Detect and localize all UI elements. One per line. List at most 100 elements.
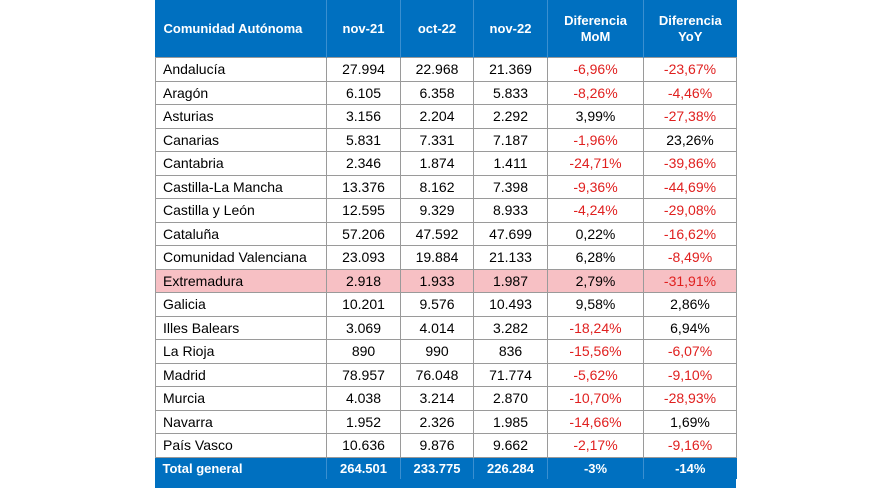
cell-oct22: 4.014 bbox=[400, 315, 474, 340]
cell-nov22: 3.282 bbox=[473, 315, 548, 340]
cell-region: Canarias bbox=[155, 127, 327, 152]
cell-diff-mom: 9,58% bbox=[547, 292, 644, 317]
cell-diff-mom: -6,96% bbox=[547, 57, 644, 82]
cell-oct22: 990 bbox=[400, 339, 474, 364]
cell-oct22: 7.331 bbox=[400, 127, 474, 152]
cell-nov21: 2.346 bbox=[326, 151, 401, 176]
cell-nov21: 3.069 bbox=[326, 315, 401, 340]
cell-nov22: 1.987 bbox=[473, 268, 548, 293]
cell-nov22: 7.398 bbox=[473, 174, 548, 199]
table-row: Asturias 3.156 2.204 2.292 3,99% -27,38% bbox=[155, 104, 737, 129]
cell-diff-yoy: 23,26% bbox=[643, 127, 737, 152]
cell-diff-yoy: -44,69% bbox=[643, 174, 737, 199]
cell-nov22: 836 bbox=[473, 339, 548, 364]
header-row: Comunidad Autónoma nov-21 oct-22 nov-22 … bbox=[155, 0, 737, 58]
table-row: Madrid 78.957 76.048 71.774 -5,62% -9,10% bbox=[155, 362, 737, 387]
cell-diff-mom: 3,99% bbox=[547, 104, 644, 129]
cell-diff-mom: 2,79% bbox=[547, 268, 644, 293]
cell-diff-mom: -9,36% bbox=[547, 174, 644, 199]
table-row: Murcia 4.038 3.214 2.870 -10,70% -28,93% bbox=[155, 386, 737, 411]
total-label: Total general bbox=[155, 457, 327, 479]
cell-diff-mom: -5,62% bbox=[547, 362, 644, 387]
total-row: Total general 264.501 233.775 226.284 -3… bbox=[155, 457, 737, 479]
data-table-container: Comunidad Autónoma nov-21 oct-22 nov-22 … bbox=[155, 0, 737, 488]
cell-diff-yoy: -6,07% bbox=[643, 339, 737, 364]
cell-oct22: 9.876 bbox=[400, 433, 474, 458]
cell-diff-mom: -14,66% bbox=[547, 409, 644, 434]
cell-diff-yoy: -29,08% bbox=[643, 198, 737, 223]
cell-region: Extremadura bbox=[155, 268, 327, 293]
cell-nov22: 47.699 bbox=[473, 221, 548, 246]
cell-diff-mom: -2,17% bbox=[547, 433, 644, 458]
cell-oct22: 8.162 bbox=[400, 174, 474, 199]
cell-diff-mom: -24,71% bbox=[547, 151, 644, 176]
cell-nov22: 2.870 bbox=[473, 386, 548, 411]
total-oct22: 233.775 bbox=[400, 457, 474, 479]
table-header: Comunidad Autónoma nov-21 oct-22 nov-22 … bbox=[155, 0, 737, 58]
cell-diff-yoy: -9,10% bbox=[643, 362, 737, 387]
cell-region: Madrid bbox=[155, 362, 327, 387]
header-region: Comunidad Autónoma bbox=[155, 0, 327, 58]
cell-region: Andalucía bbox=[155, 57, 327, 82]
table-row: Canarias 5.831 7.331 7.187 -1,96% 23,26% bbox=[155, 127, 737, 152]
cell-oct22: 1.933 bbox=[400, 268, 474, 293]
cell-nov22: 9.662 bbox=[473, 433, 548, 458]
table-row: Cantabria 2.346 1.874 1.411 -24,71% -39,86% bbox=[155, 151, 737, 176]
total-nov22: 226.284 bbox=[473, 457, 548, 479]
cell-diff-yoy: -4,46% bbox=[643, 80, 737, 105]
cell-diff-mom: -8,26% bbox=[547, 80, 644, 105]
header-diff-yoy: Diferencia YoY bbox=[643, 0, 737, 58]
cell-diff-mom: -4,24% bbox=[547, 198, 644, 223]
total-mom: -3% bbox=[547, 457, 644, 479]
cell-diff-mom: 6,28% bbox=[547, 245, 644, 270]
cell-nov21: 4.038 bbox=[326, 386, 401, 411]
cell-nov21: 57.206 bbox=[326, 221, 401, 246]
cell-oct22: 6.358 bbox=[400, 80, 474, 105]
cell-diff-mom: -10,70% bbox=[547, 386, 644, 411]
cell-nov21: 10.201 bbox=[326, 292, 401, 317]
table-row: Illes Balears 3.069 4.014 3.282 -18,24% 6,94% bbox=[155, 315, 737, 340]
cell-region: La Rioja bbox=[155, 339, 327, 364]
total-nov21: 264.501 bbox=[326, 457, 401, 479]
table-row: Castilla-La Mancha 13.376 8.162 7.398 -9,36%… bbox=[155, 174, 737, 199]
cell-diff-mom: -18,24% bbox=[547, 315, 644, 340]
cell-nov22: 8.933 bbox=[473, 198, 548, 223]
cell-oct22: 9.576 bbox=[400, 292, 474, 317]
cell-region: Cantabria bbox=[155, 151, 327, 176]
cell-nov22: 1.985 bbox=[473, 409, 548, 434]
cell-nov21: 890 bbox=[326, 339, 401, 364]
cell-oct22: 2.204 bbox=[400, 104, 474, 129]
cell-nov21: 78.957 bbox=[326, 362, 401, 387]
cell-oct22: 2.326 bbox=[400, 409, 474, 434]
cell-nov22: 5.833 bbox=[473, 80, 548, 105]
cell-diff-yoy: -27,38% bbox=[643, 104, 737, 129]
cell-oct22: 3.214 bbox=[400, 386, 474, 411]
cell-nov22: 21.369 bbox=[473, 57, 548, 82]
cell-region: Castilla y León bbox=[155, 198, 327, 223]
cell-nov21: 12.595 bbox=[326, 198, 401, 223]
table-row: La Rioja 890 990 836 -15,56% -6,07% bbox=[155, 339, 737, 364]
cell-region: Navarra bbox=[155, 409, 327, 434]
table-row: Galicia 10.201 9.576 10.493 9,58% 2,86% bbox=[155, 292, 737, 317]
header-oct22: oct-22 bbox=[400, 0, 474, 58]
cell-diff-yoy: -16,62% bbox=[643, 221, 737, 246]
cell-nov22: 1.411 bbox=[473, 151, 548, 176]
cell-diff-mom: -1,96% bbox=[547, 127, 644, 152]
cell-diff-yoy: -23,67% bbox=[643, 57, 737, 82]
cell-oct22: 19.884 bbox=[400, 245, 474, 270]
cell-nov21: 23.093 bbox=[326, 245, 401, 270]
cell-nov22: 7.187 bbox=[473, 127, 548, 152]
cell-nov21: 1.952 bbox=[326, 409, 401, 434]
cell-region: Cataluña bbox=[155, 221, 327, 246]
cell-nov21: 6.105 bbox=[326, 80, 401, 105]
cell-diff-yoy: -8,49% bbox=[643, 245, 737, 270]
cell-oct22: 1.874 bbox=[400, 151, 474, 176]
cell-region: Illes Balears bbox=[155, 315, 327, 340]
cell-nov22: 21.133 bbox=[473, 245, 548, 270]
cell-diff-mom: 0,22% bbox=[547, 221, 644, 246]
cell-oct22: 47.592 bbox=[400, 221, 474, 246]
cell-region: Murcia bbox=[155, 386, 327, 411]
header-nov22: nov-22 bbox=[473, 0, 548, 58]
cell-diff-yoy: -28,93% bbox=[643, 386, 737, 411]
cell-nov21: 3.156 bbox=[326, 104, 401, 129]
